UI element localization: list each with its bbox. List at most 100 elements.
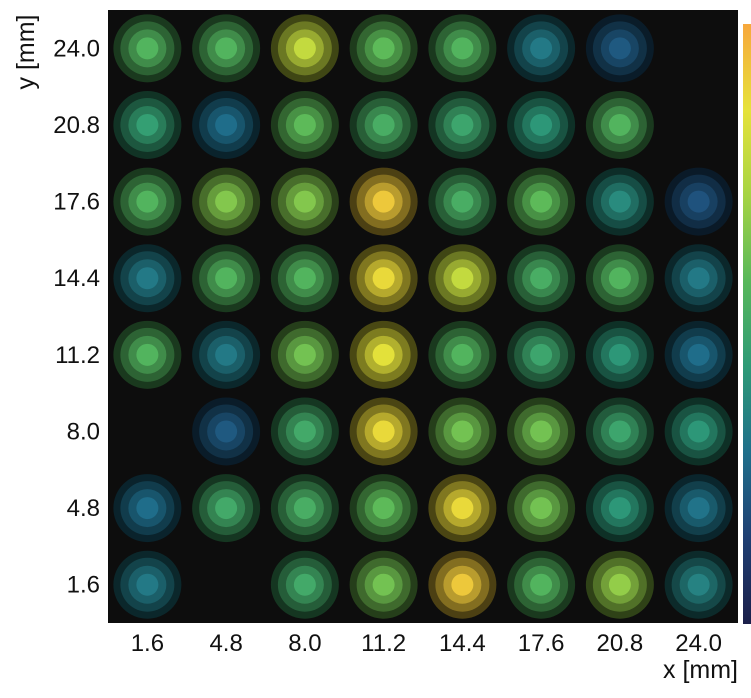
- heatmap-cell: [585, 90, 654, 159]
- cell-ring: [372, 267, 395, 290]
- cell-ring: [687, 190, 710, 213]
- y-tick-label: 11.2: [55, 342, 100, 369]
- heatmap-cell: [664, 550, 733, 619]
- x-tick-label: 11.2: [361, 630, 406, 657]
- cell-ring: [372, 497, 395, 520]
- cell-ring: [293, 113, 316, 136]
- x-tick-label: 4.8: [209, 630, 242, 657]
- y-tick-label: 14.4: [53, 265, 100, 292]
- x-tick-label: 1.6: [131, 630, 164, 657]
- cell-ring: [451, 37, 474, 60]
- cell-ring: [530, 497, 553, 520]
- data-marks: [113, 14, 733, 619]
- heatmap-cell: [664, 244, 733, 313]
- heatmap-cell: [585, 550, 654, 619]
- cell-ring: [451, 190, 474, 213]
- y-tick-labels: 24.0 20.8 17.6 14.4 11.2 8.0 4.8 1.6: [53, 35, 100, 598]
- cell-ring: [293, 267, 316, 290]
- cell-ring: [687, 573, 710, 596]
- heatmap-cell: [192, 397, 261, 466]
- heatmap-cell: [192, 320, 261, 389]
- cell-ring: [372, 573, 395, 596]
- heatmap-cell: [192, 244, 261, 313]
- cell-ring: [215, 113, 238, 136]
- heatmap-cell: [113, 474, 182, 543]
- heatmap-cell: [113, 167, 182, 236]
- cell-ring: [530, 343, 553, 366]
- y-tick-label: 4.8: [67, 495, 100, 522]
- cell-ring: [530, 113, 553, 136]
- heatmap-cell: [507, 167, 576, 236]
- heatmap-cell: [270, 474, 339, 543]
- heatmap-cell: [507, 320, 576, 389]
- heatmap-cell: [349, 167, 418, 236]
- x-tick-label: 14.4: [439, 630, 486, 657]
- cell-ring: [215, 37, 238, 60]
- cell-ring: [451, 267, 474, 290]
- y-tick-label: 20.8: [53, 112, 100, 139]
- cell-ring: [530, 37, 553, 60]
- y-axis-label: y [mm]: [12, 15, 40, 90]
- heatmap-cell: [428, 320, 497, 389]
- heatmap-cell: [113, 14, 182, 83]
- heatmap-cell: [270, 244, 339, 313]
- heatmap-cell: [270, 397, 339, 466]
- cell-ring: [293, 190, 316, 213]
- heatmap-cell: [664, 474, 733, 543]
- heatmap-cell: [349, 14, 418, 83]
- cell-ring: [608, 37, 631, 60]
- x-tick-label: 20.8: [597, 630, 644, 657]
- heatmap-cell: [507, 90, 576, 159]
- cell-ring: [136, 113, 159, 136]
- cell-ring: [687, 497, 710, 520]
- cell-ring: [293, 420, 316, 443]
- x-tick-label: 17.6: [518, 630, 565, 657]
- heatmap-cell: [507, 550, 576, 619]
- heatmap-cell: [664, 397, 733, 466]
- cell-ring: [608, 497, 631, 520]
- colorbar: [743, 24, 751, 624]
- cell-ring: [608, 420, 631, 443]
- heatmap-cell: [585, 167, 654, 236]
- heatmap-cell: [428, 397, 497, 466]
- heatmap-cell: [113, 244, 182, 313]
- cell-ring: [530, 190, 553, 213]
- heatmap-cell: [270, 90, 339, 159]
- heatmap-cell: [428, 167, 497, 236]
- cell-ring: [451, 113, 474, 136]
- heatmap-cell: [585, 397, 654, 466]
- cell-ring: [293, 37, 316, 60]
- cell-ring: [608, 190, 631, 213]
- heatmap-cell: [585, 14, 654, 83]
- cell-ring: [372, 420, 395, 443]
- y-tick-label: 17.6: [53, 189, 100, 216]
- heatmap-cell: [585, 244, 654, 313]
- heatmap-cell: [113, 90, 182, 159]
- cell-ring: [530, 267, 553, 290]
- heatmap-cell: [507, 397, 576, 466]
- cell-ring: [293, 573, 316, 596]
- cell-ring: [136, 37, 159, 60]
- heatmap-cell: [349, 320, 418, 389]
- cell-ring: [608, 343, 631, 366]
- heatmap-cell: [585, 320, 654, 389]
- heatmap-cell: [349, 244, 418, 313]
- cell-ring: [451, 420, 474, 443]
- cell-ring: [372, 190, 395, 213]
- y-tick-label: 24.0: [53, 35, 100, 62]
- x-tick-label: 24.0: [675, 630, 722, 657]
- cell-ring: [215, 190, 238, 213]
- heatmap-cell: [507, 474, 576, 543]
- heatmap-cell: [113, 550, 182, 619]
- cell-ring: [608, 267, 631, 290]
- cell-ring: [372, 343, 395, 366]
- cell-ring: [608, 573, 631, 596]
- cell-ring: [136, 343, 159, 366]
- heatmap-cell: [507, 14, 576, 83]
- heatmap-cell: [349, 474, 418, 543]
- heatmap-cell: [585, 474, 654, 543]
- y-tick-label: 1.6: [67, 572, 100, 599]
- cell-ring: [530, 420, 553, 443]
